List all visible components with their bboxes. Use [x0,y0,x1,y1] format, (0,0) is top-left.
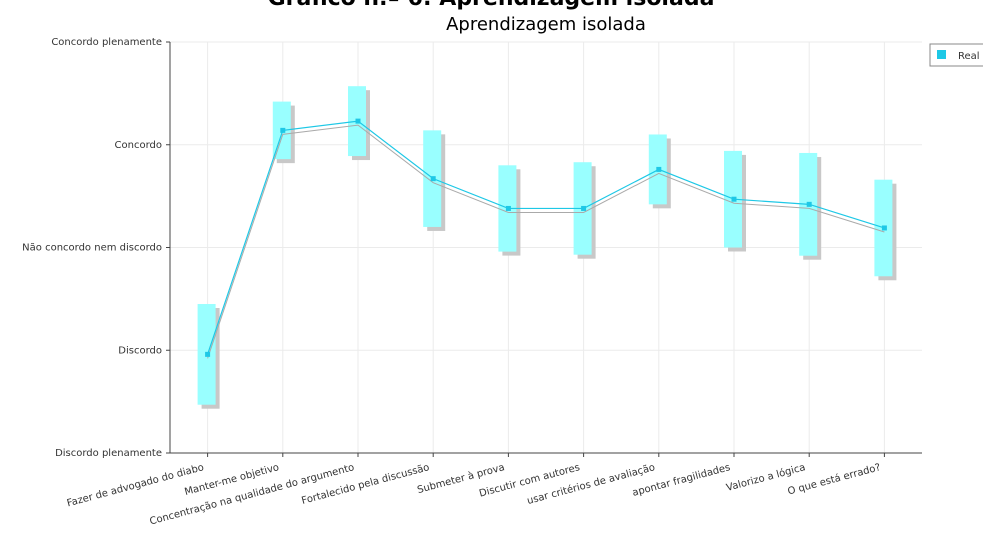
point [430,176,436,182]
x-tick-label: usar critérios de avaliação [526,461,657,507]
point [656,166,662,172]
point [505,205,511,211]
point [355,118,361,124]
point [881,225,887,231]
x-tick-label: Fazer de advogado do diabo [66,462,205,509]
y-tick-label: Discordo plenamente [55,448,162,459]
line [207,120,885,355]
line-shadow [207,124,885,359]
point [581,205,587,211]
point [280,127,286,133]
legend-label: Real [958,51,980,62]
y-tick-label: Não concordo nem discordo [22,243,162,254]
legend-swatch [937,50,946,59]
legend: Real [929,43,983,67]
point [205,351,211,357]
x-tick-label: Fortalecido pela discussão [300,462,430,507]
chart-title: Gráfico n.º 6: Aprendizagem isolada [268,0,715,11]
point [806,201,812,207]
chart-subtitle: Aprendizagem isolada [446,14,646,35]
y-tick-label: Concordo [115,140,162,151]
y-tick-label: Concordo plenamente [51,37,162,48]
y-tick-label: Discordo [118,345,162,356]
point [731,196,737,202]
legend-box [929,43,983,67]
